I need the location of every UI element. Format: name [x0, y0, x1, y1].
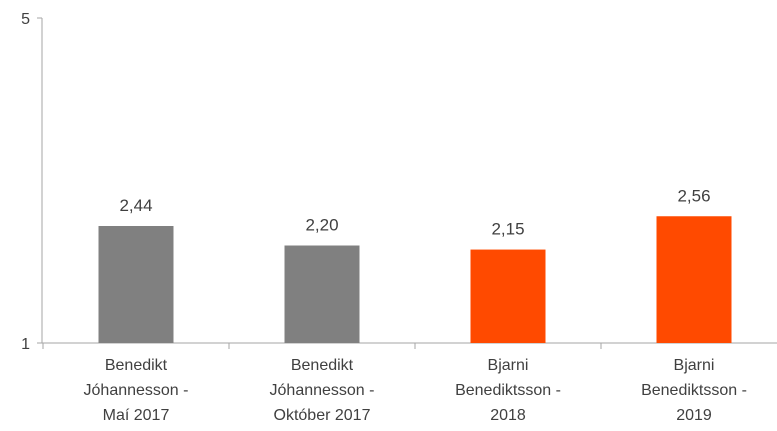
data-label: 2,44	[119, 196, 152, 215]
x-tick-label-line: Bjarni	[488, 357, 529, 374]
data-label: 2,15	[491, 220, 524, 239]
bar	[656, 216, 732, 343]
x-tick-label: Benedikt Jóhannesson - Október 2017	[270, 357, 375, 424]
x-tick-label-line: Jóhannesson -	[84, 382, 189, 399]
bar	[470, 249, 546, 343]
y-tick-label: 5	[21, 11, 30, 28]
x-tick-label-line: Jóhannesson -	[270, 382, 375, 399]
x-tick-label: Bjarni Benediktsson - 2019	[641, 357, 747, 424]
x-tick-label: Benedikt Jóhannesson - Maí 2017	[84, 357, 189, 424]
data-label: 2,56	[677, 186, 710, 205]
x-tick-label-line: Maí 2017	[103, 407, 170, 424]
data-label: 2,20	[305, 216, 338, 235]
x-tick-label-line: 2018	[490, 407, 526, 424]
x-tick-label-line: Benediktsson -	[455, 382, 561, 399]
y-tick-label: 1	[21, 336, 30, 353]
x-tick-label-line: Benedikt	[105, 357, 168, 374]
labels: 2,44 Benedikt Jóhannesson - Maí 2017 2,20 Ben…	[84, 186, 747, 424]
x-tick-label: Bjarni Benediktsson - 2018	[455, 357, 561, 424]
bars	[98, 216, 732, 343]
bar	[284, 245, 360, 343]
bar	[98, 226, 174, 343]
x-tick-label-line: 2019	[676, 407, 712, 424]
x-tick-label-line: Benedikt	[291, 357, 354, 374]
x-tick-label-line: Október 2017	[274, 407, 371, 424]
x-tick-label-line: Bjarni	[674, 357, 715, 374]
x-tick-label-line: Benediktsson -	[641, 382, 747, 399]
